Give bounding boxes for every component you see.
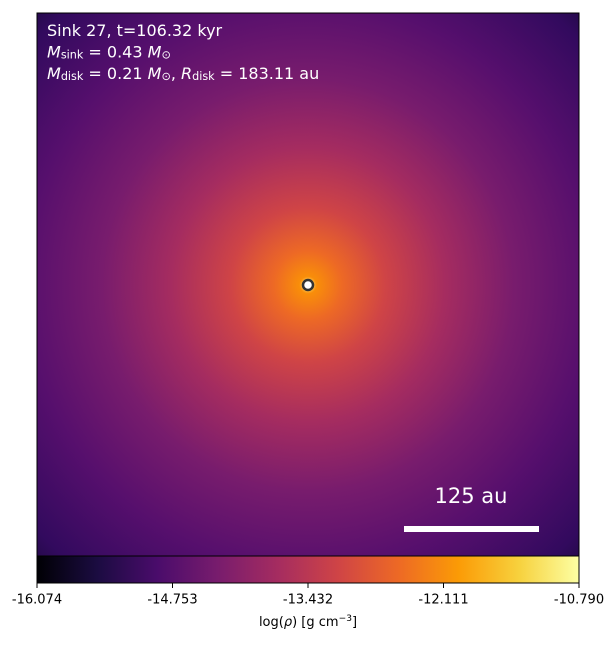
text-piece: sink: [61, 48, 84, 61]
text-piece: M: [148, 42, 162, 61]
text-piece: −3: [339, 614, 353, 624]
text-piece: M: [47, 64, 61, 83]
text-piece: R: [181, 64, 192, 83]
text-piece: Sink 27, t=106.32 kyr: [47, 21, 223, 40]
scale-bar-label: 125 au: [435, 484, 508, 508]
text-piece: ]: [352, 615, 357, 630]
text-piece: ρ: [284, 615, 293, 630]
colorbar: [36, 555, 580, 584]
text-piece: disk: [192, 70, 215, 83]
colorbar-tick-label: -14.753: [147, 593, 197, 608]
text-piece: = 0.43: [83, 42, 147, 61]
colorbar-tick-label: -10.790: [554, 593, 604, 608]
colorbar-tick-label: -13.432: [283, 593, 333, 608]
annotation: Mdisk = 0.21 M⊙, Rdisk = 183.11 au: [47, 64, 319, 83]
text-piece: M: [148, 64, 162, 83]
annotation: Msink = 0.43 M⊙: [47, 42, 171, 61]
sink-marker: [301, 278, 315, 292]
text-piece: M: [47, 42, 61, 61]
text-piece: = 183.11 au: [215, 64, 320, 83]
colorbar-tick-label: -16.074: [12, 593, 62, 608]
text-piece: ⊙: [161, 48, 170, 61]
annotation: Sink 27, t=106.32 kyr: [47, 21, 223, 40]
text-piece: ⊙: [161, 70, 170, 83]
text-piece: = 0.21: [83, 64, 147, 83]
colorbar-tick-label: -12.111: [418, 593, 468, 608]
scale-bar: [404, 526, 539, 532]
text-piece: ,: [171, 64, 181, 83]
text-piece: log(: [259, 615, 284, 630]
colorbar-label: log(ρ) [g cm−3]: [259, 614, 357, 629]
text-piece: ) [g cm: [292, 615, 338, 630]
text-piece: disk: [61, 70, 84, 83]
